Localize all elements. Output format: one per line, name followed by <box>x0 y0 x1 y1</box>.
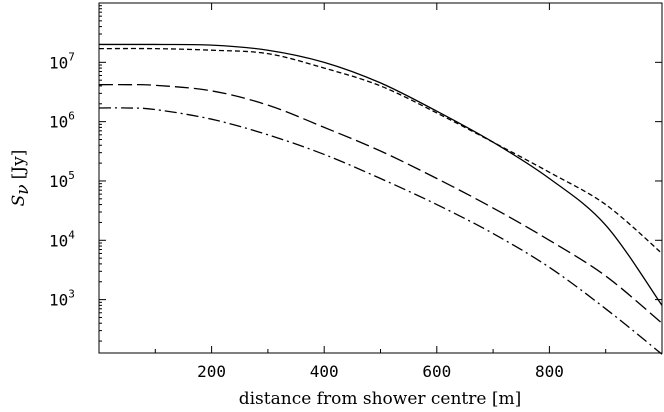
x-tick-label: 600 <box>422 362 451 381</box>
y-axis-label-subscript: ν <box>13 184 33 194</box>
x-axis-ticks: 200 400 600 800 <box>154 3 607 381</box>
y-tick-label: 106 <box>49 110 75 132</box>
series-line-long-dash <box>98 83 663 324</box>
x-tick-label: 800 <box>535 362 564 381</box>
x-tick-label: 200 <box>197 362 226 381</box>
y-tick-label: 107 <box>49 50 75 72</box>
series-line-dash-dot <box>98 107 663 355</box>
series-layer <box>98 43 663 355</box>
y-axis-label-unit: [Jy] <box>9 150 29 180</box>
series-line-solid <box>98 43 663 306</box>
x-tick-label: 400 <box>310 362 339 381</box>
y-tick-label: 105 <box>49 169 75 191</box>
y-tick-label: 104 <box>49 228 75 250</box>
series-line-short-dash <box>98 47 663 254</box>
y-tick-label: 103 <box>49 288 75 310</box>
y-axis-ticks: 103 104 105 106 107 <box>49 5 662 342</box>
y-axis-label: Sν [Jy] <box>9 150 33 207</box>
y-axis-label-symbol: S <box>9 195 29 207</box>
x-axis-label: distance from shower centre [m] <box>239 389 522 409</box>
